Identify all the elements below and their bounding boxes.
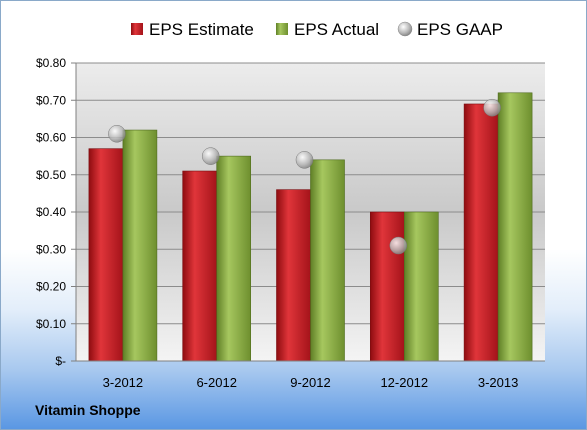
gaap-marker (389, 236, 408, 255)
bar-eps-actual (216, 155, 251, 362)
x-tick-label: 9-2012 (290, 375, 330, 390)
bar-eps-estimate (276, 189, 311, 362)
bar-eps-actual (403, 211, 439, 362)
bar-eps-estimate (88, 148, 124, 362)
x-tick-label: 3-2013 (478, 375, 518, 390)
gaap-marker (201, 147, 220, 165)
x-axis: 3-2012 6-2012 9-2012 12-2012 3-2013 (71, 360, 545, 390)
y-tick-label: $0.70 (36, 93, 66, 107)
legend: EPS Estimate EPS Actual EPS GAAP (131, 20, 503, 39)
gaap-marker (108, 125, 126, 143)
gaap-marker (483, 98, 501, 117)
x-tick-label: 12-2012 (380, 375, 428, 390)
y-tick-label: $0.10 (36, 317, 66, 331)
y-tick-label: $0.80 (36, 56, 66, 70)
bar-eps-actual (122, 129, 158, 362)
bar-eps-actual (497, 92, 533, 362)
company-label: Vitamin Shoppe (35, 402, 141, 418)
y-tick-label: $0.20 (36, 280, 66, 294)
gaap-markers (108, 98, 501, 255)
legend-swatch (276, 23, 288, 35)
legend-label: EPS Estimate (149, 20, 254, 39)
y-tick-label: $0.30 (36, 242, 66, 256)
bars (88, 92, 533, 362)
x-tick-label: 6-2012 (196, 375, 236, 390)
y-tick-label: $- (55, 354, 66, 368)
y-tick-label: $0.60 (36, 131, 66, 145)
gaap-marker (295, 151, 314, 169)
y-tick-label: $0.50 (36, 168, 66, 182)
legend-label: EPS Actual (294, 20, 379, 39)
x-tick-label: 3-2012 (103, 375, 143, 390)
y-axis: $- $0.10 $0.20 $0.30 $0.40 $0.50 $0.60 $0.70 $0.… (36, 56, 77, 368)
bar-eps-estimate (182, 170, 217, 362)
legend-swatch (397, 21, 413, 37)
y-tick-label: $0.40 (36, 205, 66, 219)
bar-eps-estimate (369, 211, 405, 362)
legend-swatch (131, 23, 143, 35)
legend-label: EPS GAAP (417, 20, 503, 39)
bar-eps-actual (310, 159, 345, 362)
bar-eps-estimate (463, 103, 499, 362)
